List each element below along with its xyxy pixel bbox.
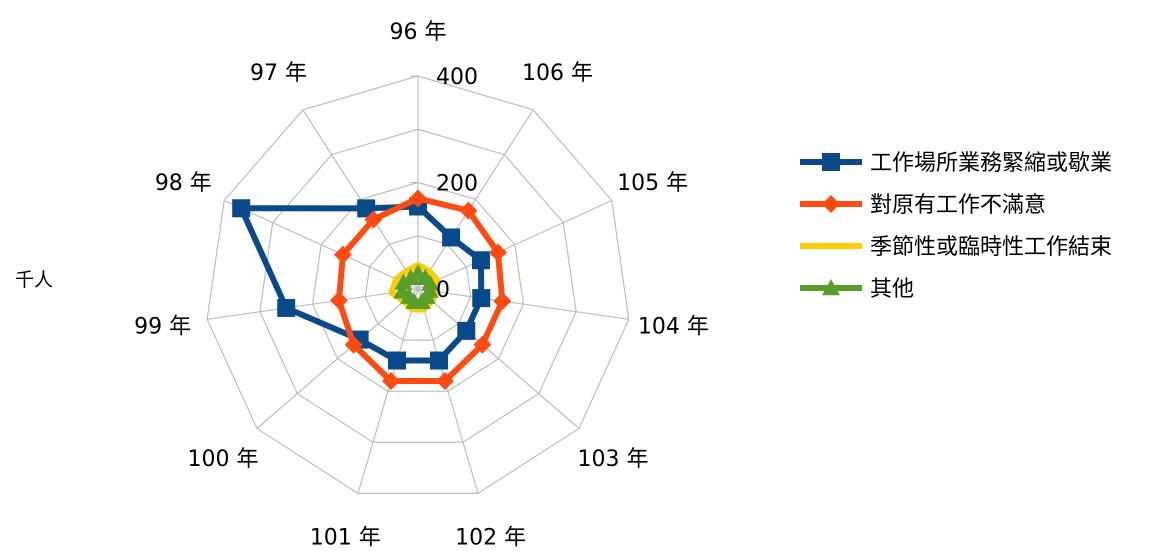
grid-ring	[206, 75, 630, 494]
category-label: 100 年	[188, 447, 259, 472]
category-labels: 96 年 106 年 105 年 104 年 103 年 102 年 101 年 100 年 9…	[134, 20, 709, 551]
series-group	[232, 197, 491, 370]
category-label: 106 年	[522, 61, 593, 86]
series-point	[394, 273, 413, 290]
grid-spoke	[417, 109, 534, 290]
series-point	[493, 292, 512, 311]
series-point	[472, 289, 491, 308]
tick-label: 200	[436, 172, 478, 197]
series-point	[357, 199, 376, 218]
series-point	[333, 245, 352, 264]
grid-spoke	[417, 288, 479, 494]
series-point	[457, 321, 476, 340]
grid-spoke	[223, 199, 419, 290]
series-group	[329, 189, 512, 390]
category-label: 99 年	[134, 315, 191, 340]
series-point	[473, 335, 492, 354]
series-line	[388, 262, 441, 313]
series-point	[364, 210, 383, 229]
axis-tick-labels: 0 200 400	[436, 65, 478, 303]
series-point	[381, 371, 400, 390]
category-label: 98 年	[155, 171, 212, 196]
grid-spoke	[357, 288, 419, 494]
legend-label: 工作場所業務緊縮或歇業	[870, 151, 1112, 176]
series-point	[430, 351, 449, 370]
series-point	[232, 199, 251, 218]
series-point	[277, 298, 296, 317]
series-point	[442, 228, 461, 247]
grid-spoke	[417, 199, 613, 290]
category-label: 102 年	[455, 526, 526, 551]
grid-ring	[311, 181, 525, 392]
legend-marker	[822, 279, 840, 296]
grid-ring	[364, 235, 472, 341]
series-point	[421, 274, 440, 291]
series-line	[335, 195, 506, 384]
unit-label: 千人	[15, 269, 53, 291]
legend-label: 季節性或臨時性工作結束	[870, 235, 1112, 260]
legend-label: 其他	[870, 277, 914, 302]
category-label: 104 年	[638, 315, 709, 340]
legend-label: 對原有工作不滿意	[870, 193, 1046, 218]
legend-item: 季節性或臨時性工作結束	[800, 235, 1112, 260]
grid-spoke	[417, 288, 629, 320]
grid-spoke	[417, 288, 580, 429]
series-point	[401, 268, 420, 286]
series-point	[329, 291, 348, 310]
series-layer	[232, 189, 512, 390]
category-label: 103 年	[577, 447, 648, 472]
series-point	[393, 282, 412, 299]
series-group	[393, 264, 440, 309]
series-point	[459, 201, 478, 220]
category-label: 101 年	[310, 526, 381, 551]
category-label: 96 年	[390, 20, 447, 45]
category-label: 97 年	[250, 61, 307, 86]
series-group	[388, 262, 441, 313]
legend-marker	[822, 195, 840, 213]
series-point	[387, 351, 406, 370]
legend-item: 其他	[800, 277, 914, 302]
legend-marker	[822, 153, 840, 171]
category-label: 105 年	[617, 171, 688, 196]
grid-spoke	[256, 288, 419, 429]
grid-ring	[259, 128, 577, 443]
series-point	[436, 371, 455, 390]
series-point	[488, 243, 507, 262]
legend-item: 對原有工作不滿意	[800, 193, 1046, 218]
grid-spoke	[207, 288, 419, 320]
series-point	[344, 335, 363, 354]
tick-label: 0	[436, 278, 450, 303]
series-point	[471, 251, 490, 270]
series-point	[409, 189, 427, 208]
radar-grid	[206, 75, 630, 494]
legend-item: 工作場所業務緊縮或歇業	[800, 151, 1112, 176]
tick-label: 400	[436, 65, 478, 90]
